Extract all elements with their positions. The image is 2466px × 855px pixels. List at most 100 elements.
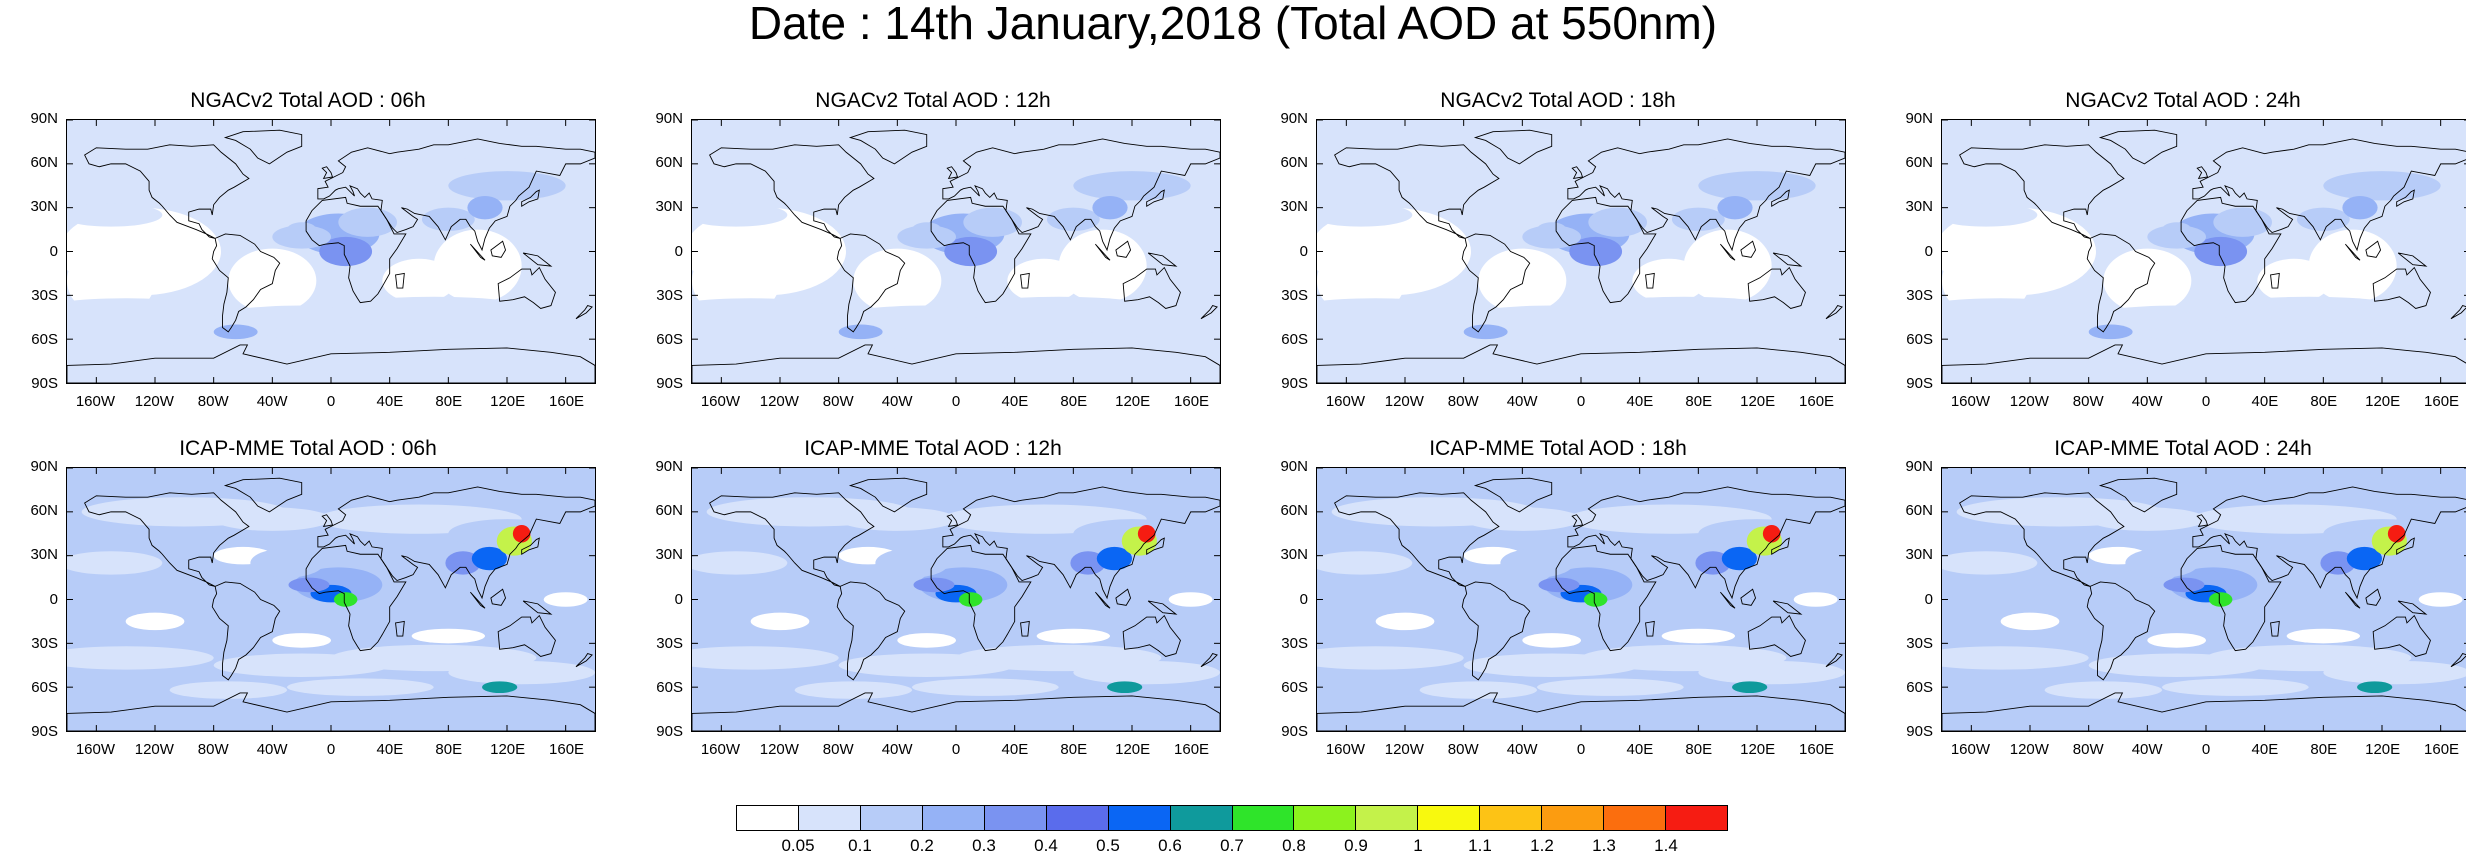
longitude-label: 40E: [2251, 393, 2279, 410]
figure-title: Date : 14th January,2018 (Total AOD at 5…: [748, 0, 1718, 49]
coastline: [1747, 614, 1806, 657]
coastline: [2196, 166, 2209, 180]
coastline: [1567, 138, 1845, 252]
colorbar-swatch: [1666, 806, 1727, 830]
aod-plume: [1569, 236, 1623, 267]
coastline: [2365, 588, 2382, 606]
coastline: [2396, 537, 2415, 556]
latitude-label: 90S: [1906, 375, 1933, 392]
latitude-label: 30S: [656, 634, 683, 652]
coastline: [1146, 189, 1165, 208]
aod-plume: [382, 258, 456, 303]
coastline: [223, 477, 303, 513]
coastline: [2098, 477, 2178, 513]
aod-plume: [1942, 298, 2089, 322]
coastline: [946, 514, 959, 528]
longitude-label: 40W: [256, 393, 288, 410]
coastline: [1461, 233, 1531, 333]
aod-plume: [482, 681, 518, 694]
latitude-label: 30N: [1905, 198, 1933, 216]
aod-plume: [125, 612, 185, 631]
aod-plume: [1500, 548, 1574, 578]
aod-plume: [1537, 222, 1567, 237]
aod-plume: [272, 633, 331, 648]
coastline: [709, 144, 875, 239]
longitude-label: 40E: [376, 393, 404, 410]
aod-plume: [1107, 681, 1143, 694]
aod-plume: [67, 646, 214, 670]
aod-plume: [1132, 558, 1191, 582]
coastline: [1334, 492, 1500, 587]
longitude-label: 80W: [1447, 393, 1479, 410]
coastline: [395, 620, 405, 637]
latitude-label: 30N: [30, 546, 58, 564]
coastline: [946, 166, 959, 180]
coastline: [1473, 129, 1553, 165]
longitude-label: 80W: [822, 393, 854, 410]
panel-title: NGACv2 Total AOD : 12h: [815, 89, 1051, 112]
longitude-label: 160E: [549, 393, 585, 410]
longitude-label: 0: [951, 393, 961, 410]
coastline: [1095, 591, 1111, 609]
latitude-label: 90S: [31, 375, 58, 392]
longitude-label: 160W: [1325, 393, 1366, 410]
longitude-label: 40E: [376, 741, 404, 758]
coastline: [1146, 537, 1165, 556]
aod-plume: [2323, 171, 2441, 201]
coastline: [521, 537, 540, 556]
coastline: [1147, 252, 1178, 267]
aod-plume: [333, 592, 358, 607]
latitude-label: 60N: [1905, 502, 1933, 520]
colorbar-level-label: 0.1: [848, 836, 872, 855]
world-map: [66, 467, 596, 732]
coastline: [1645, 620, 1655, 637]
map-panel: ICAP-MME Total AOD : 18h 90N 60N 30N 0 30S 60S…: [1268, 436, 1848, 766]
map-panel: NGACv2 Total AOD : 24h 90N 60N 30N 0 30S 60S 90…: [1893, 88, 2466, 418]
longitude-label: 80W: [197, 393, 229, 410]
colorbar-swatch: [1604, 806, 1667, 830]
coastline: [2180, 544, 2282, 652]
latitude-label: 90S: [31, 723, 58, 740]
aod-plume: [445, 551, 481, 575]
longitude-label: 0: [326, 741, 336, 758]
aod-plume: [1478, 248, 1567, 313]
aod-plume: [1793, 592, 1838, 607]
coastline: [1095, 243, 1111, 261]
latitude-label: 90N: [1905, 110, 1933, 127]
latitude-label: 30N: [30, 198, 58, 216]
coastline: [1200, 653, 1218, 668]
aod-plume: [2162, 330, 2309, 348]
latitude-label: 30N: [1280, 198, 1308, 216]
aod-plume: [1698, 171, 1816, 201]
coastline: [522, 252, 553, 267]
longitude-label: 160W: [700, 393, 741, 410]
longitude-label: 160E: [549, 741, 585, 758]
latitude-label: 90N: [655, 110, 683, 127]
coastline: [490, 588, 507, 606]
aod-plume: [963, 207, 1022, 237]
aod-plume: [1671, 207, 1725, 232]
aod-plume: [338, 207, 397, 237]
coastline: [317, 138, 595, 252]
panel-title: ICAP-MME Total AOD : 12h: [804, 437, 1062, 460]
colorbar-swatch: [798, 806, 861, 830]
longitude-label: 80E: [1685, 741, 1713, 758]
aod-plume: [2342, 195, 2378, 220]
aod-plume: [2286, 628, 2360, 644]
aod-plume: [507, 558, 566, 582]
coastline: [1473, 477, 1553, 513]
coastline: [942, 138, 1220, 252]
longitude-label: 80W: [1447, 741, 1479, 758]
aod-plume: [287, 678, 434, 696]
aod-plume: [2125, 548, 2199, 578]
longitude-label: 40E: [2251, 741, 2279, 758]
latitude-label: 0: [1299, 242, 1308, 260]
coastline: [1115, 588, 1132, 606]
aod-plume: [2194, 236, 2248, 267]
latitude-label: 0: [1924, 590, 1933, 608]
longitude-label: 80W: [197, 741, 229, 758]
aod-plume: [1762, 524, 1781, 543]
coastline: [321, 166, 334, 180]
coastline: [942, 486, 1220, 600]
aod-plume: [897, 633, 956, 648]
